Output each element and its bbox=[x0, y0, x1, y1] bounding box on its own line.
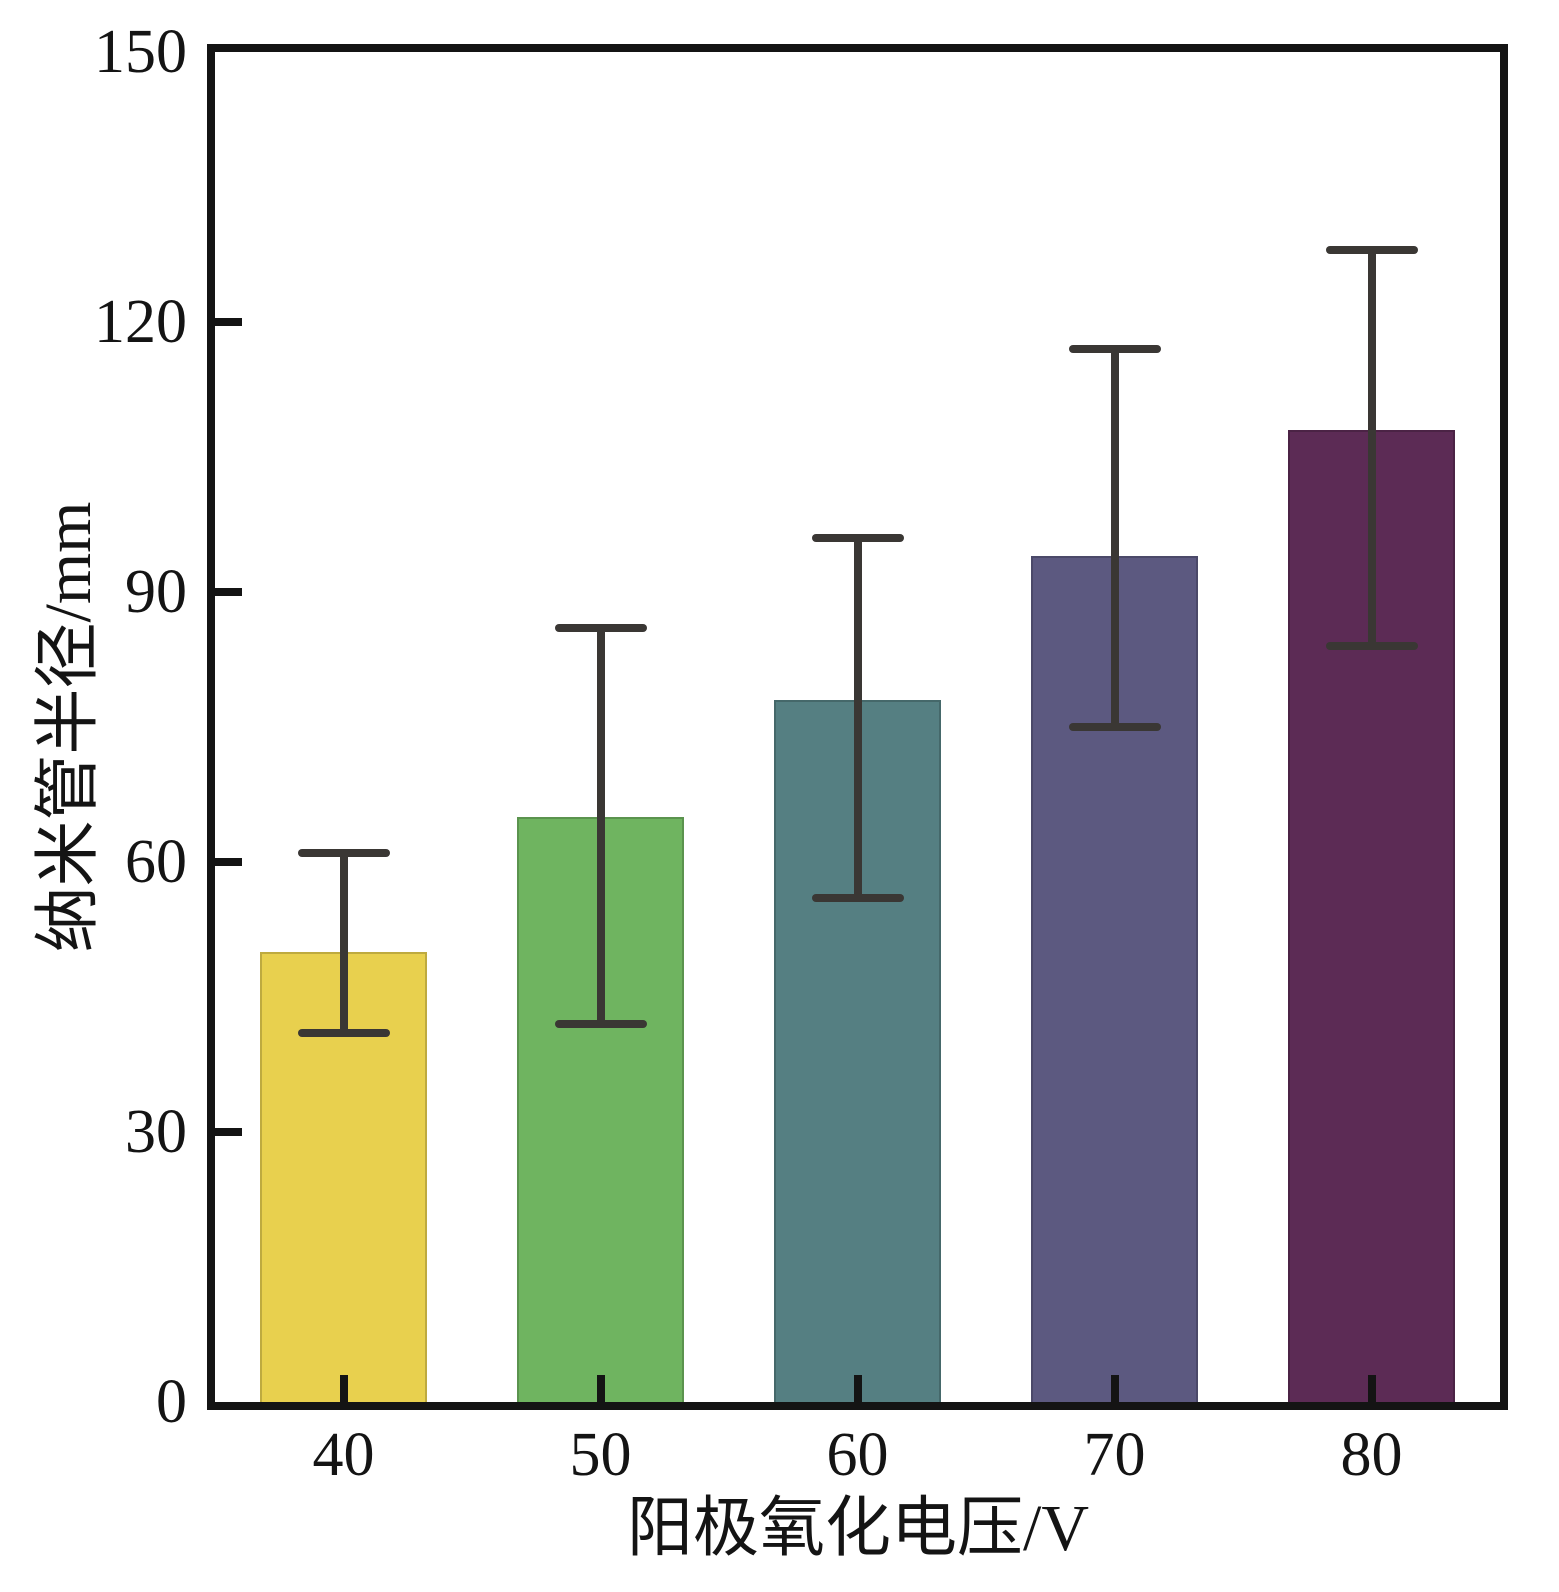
error-bar-cap bbox=[1068, 345, 1161, 353]
x-axis-tick bbox=[596, 1375, 605, 1402]
x-tick-label-50: 50 bbox=[569, 1421, 632, 1489]
y-tick-label-0: 0 bbox=[156, 1368, 187, 1436]
y-tick-label-150: 150 bbox=[94, 18, 187, 86]
error-bar-cap bbox=[297, 1029, 390, 1037]
error-bar-cap bbox=[297, 849, 390, 857]
x-tick-label-60: 60 bbox=[826, 1421, 889, 1489]
error-bar-line bbox=[1110, 349, 1119, 727]
error-bar-line bbox=[596, 628, 605, 1024]
y-axis-tick bbox=[215, 588, 242, 596]
error-bar-line bbox=[853, 538, 862, 898]
x-axis-tick bbox=[339, 1375, 348, 1402]
y-tick-label-30: 30 bbox=[125, 1098, 187, 1166]
x-axis-tick bbox=[853, 1375, 862, 1402]
x-tick-label-40: 40 bbox=[312, 1421, 375, 1489]
y-axis-tick bbox=[215, 1128, 242, 1136]
y-tick-label-90: 90 bbox=[125, 558, 187, 626]
error-bar-line bbox=[339, 853, 348, 1033]
y-axis-tick bbox=[215, 318, 242, 326]
x-tick-label-70: 70 bbox=[1083, 1421, 1146, 1489]
error-bar-cap bbox=[1068, 723, 1161, 731]
y-tick-label-120: 120 bbox=[94, 288, 187, 356]
x-axis-tick bbox=[1110, 1375, 1119, 1402]
y-tick-label-60: 60 bbox=[125, 828, 187, 896]
x-tick-label-80: 80 bbox=[1340, 1421, 1403, 1489]
error-bar-cap bbox=[554, 1020, 647, 1028]
error-bar-cap bbox=[1325, 642, 1418, 650]
plot-area bbox=[207, 44, 1508, 1410]
x-axis-tick bbox=[1367, 1375, 1376, 1402]
y-axis-tick bbox=[215, 858, 242, 866]
error-bar-line bbox=[1367, 250, 1376, 646]
error-bar-cap bbox=[811, 894, 904, 902]
x-axis-title: 阳极氧化电压/V bbox=[627, 1492, 1089, 1565]
error-bar-cap bbox=[1325, 246, 1418, 254]
error-bar-cap bbox=[554, 624, 647, 632]
error-bar-cap bbox=[811, 534, 904, 542]
y-axis-title: 纳米管半径/mm bbox=[32, 501, 105, 953]
